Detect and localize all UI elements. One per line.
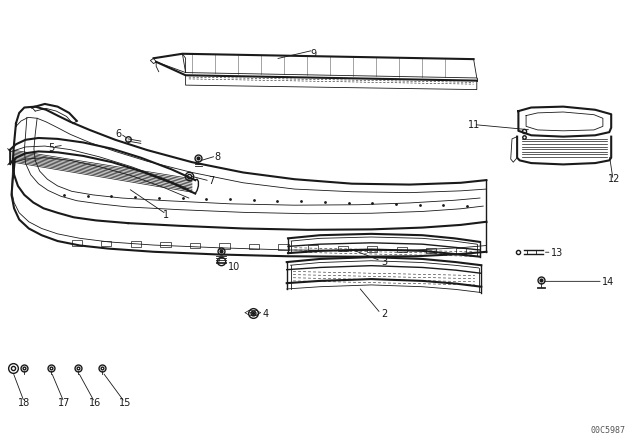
Bar [456, 248, 466, 254]
Text: 11: 11 [467, 121, 480, 130]
Text: 5: 5 [48, 143, 54, 153]
Bar [367, 246, 378, 252]
Text: 3: 3 [381, 257, 387, 267]
Text: 12: 12 [608, 174, 621, 184]
Text: 14: 14 [602, 277, 614, 287]
Text: 17: 17 [58, 398, 70, 408]
Text: 7: 7 [208, 177, 214, 186]
Bar [426, 248, 436, 253]
Text: 00C5987: 00C5987 [591, 426, 626, 435]
Bar [131, 241, 141, 247]
Bar [101, 241, 111, 246]
Text: 2: 2 [381, 309, 387, 319]
Bar [72, 240, 82, 246]
Text: 4: 4 [262, 309, 269, 319]
Text: 18: 18 [18, 398, 31, 408]
Bar [397, 247, 407, 252]
Text: 6: 6 [115, 129, 122, 139]
Text: 1: 1 [163, 210, 170, 220]
Text: 16: 16 [88, 398, 101, 408]
Bar [190, 243, 200, 248]
Bar [220, 243, 230, 249]
Text: 9: 9 [310, 49, 317, 59]
Text: 13: 13 [550, 248, 563, 258]
Text: 10: 10 [227, 262, 240, 271]
Bar [160, 242, 170, 247]
Bar [278, 245, 289, 250]
Bar [249, 244, 259, 249]
Text: 15: 15 [118, 398, 131, 408]
Bar [337, 246, 348, 251]
Text: 8: 8 [214, 152, 221, 162]
Bar [308, 245, 318, 250]
